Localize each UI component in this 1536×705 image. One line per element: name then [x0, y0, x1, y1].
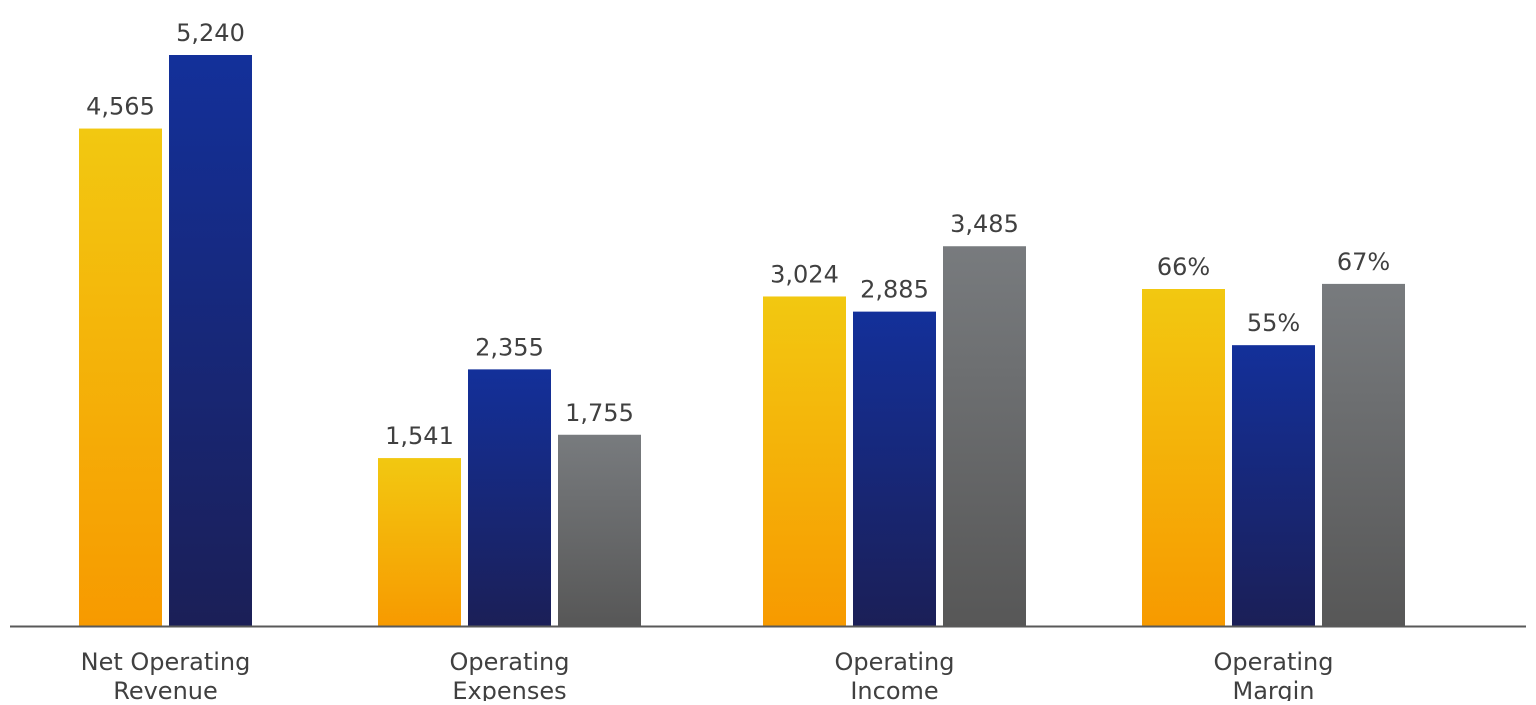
category-label-line: Income [850, 677, 938, 701]
category-label-line: Margin [1233, 677, 1315, 701]
category-label-line: Net Operating [81, 648, 251, 676]
bar-g1-s2 [558, 434, 641, 626]
bar-g3-s2 [1322, 283, 1405, 626]
category-label-line: Operating [450, 648, 570, 676]
category-label-line: Revenue [113, 677, 218, 701]
category-label-line: Operating [835, 648, 955, 676]
bar-g1-s1 [468, 369, 551, 626]
category-label: Operating Income [835, 648, 955, 701]
bar-g2-s1 [853, 311, 936, 626]
bar-g0-s1 [169, 55, 252, 626]
bar-g0-s0 [79, 128, 162, 626]
data-label: 2,355 [475, 333, 544, 361]
bars-layer [79, 55, 1405, 627]
category-label-line: Expenses [452, 677, 566, 701]
data-label: 66% [1157, 253, 1210, 281]
bar-g3-s1 [1232, 345, 1315, 626]
bar-g2-s0 [763, 296, 846, 626]
data-label: 3,024 [770, 260, 839, 288]
data-label: 3,485 [950, 210, 1019, 238]
bar-g1-s0 [378, 458, 461, 626]
data-label: 2,885 [860, 276, 929, 304]
labels-layer: 4,565 5,240 1,541 2,355 1,755 3,024 2,885 3,485… [81, 19, 1391, 705]
category-label: Operating Margin [1214, 648, 1334, 701]
category-label: Net Operating Revenue [81, 648, 251, 701]
data-label: 4,565 [86, 93, 155, 121]
data-label: 5,240 [176, 19, 245, 47]
category-label-line: Operating [1214, 648, 1334, 676]
bar-g3-s0 [1142, 289, 1225, 626]
data-label: 67% [1337, 248, 1390, 276]
bar-g2-s2 [943, 246, 1026, 627]
data-label: 55% [1247, 309, 1300, 337]
data-label: 1,541 [385, 422, 454, 450]
data-label: 1,755 [565, 399, 634, 427]
category-label: Operating Expenses [450, 648, 570, 701]
